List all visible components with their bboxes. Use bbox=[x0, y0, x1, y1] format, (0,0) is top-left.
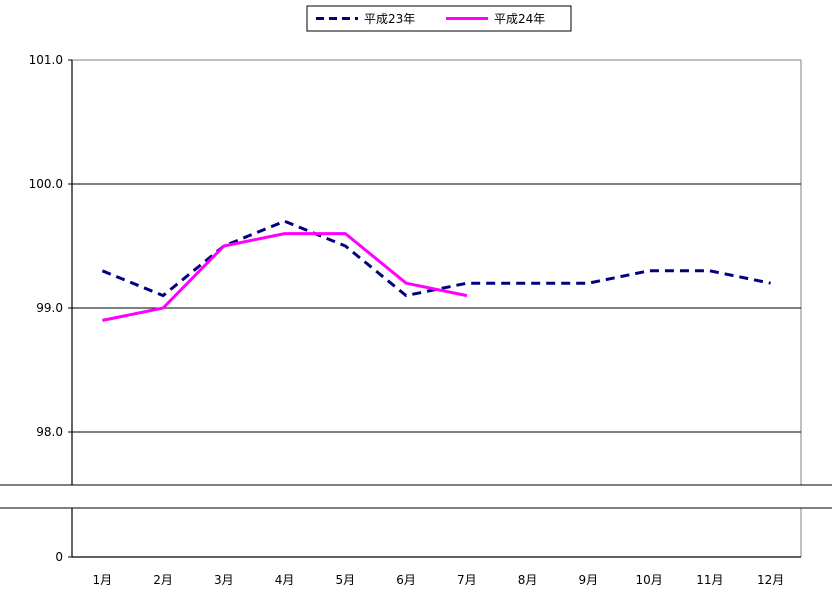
y-axis-tick-labels: 101.0 100.0 99.0 98.0 0 bbox=[29, 53, 72, 564]
x-tick-label: 9月 bbox=[579, 573, 599, 587]
x-tick-label: 3月 bbox=[214, 573, 234, 587]
x-tick-label: 5月 bbox=[336, 573, 356, 587]
x-tick-label: 6月 bbox=[396, 573, 416, 587]
y-tick-label: 98.0 bbox=[36, 425, 63, 439]
y-tick-label: 100.0 bbox=[29, 177, 63, 191]
x-tick-label: 11月 bbox=[696, 573, 723, 587]
legend-label-series-0: 平成23年 bbox=[364, 12, 415, 26]
x-tick-label: 10月 bbox=[635, 573, 662, 587]
legend-box bbox=[306, 5, 572, 32]
x-tick-label: 8月 bbox=[518, 573, 538, 587]
y-tick-label: 101.0 bbox=[29, 53, 63, 67]
legend-label-series-1: 平成24年 bbox=[494, 12, 545, 26]
gridlines bbox=[72, 183, 801, 433]
y-tick-label: 0 bbox=[55, 550, 63, 564]
x-tick-label: 12月 bbox=[757, 573, 784, 587]
x-tick-label: 7月 bbox=[457, 573, 477, 587]
legend: 平成23年 平成24年 bbox=[306, 5, 572, 32]
x-tick-label: 1月 bbox=[93, 573, 113, 587]
x-tick-label: 2月 bbox=[153, 573, 173, 587]
series-layer bbox=[101, 219, 771, 322]
x-axis-tick-labels: 1月 2月 3月 4月 5月 6月 7月 8月 9月 10月 11月 12月 bbox=[93, 573, 785, 587]
x-tick-label: 4月 bbox=[275, 573, 295, 587]
axis-break bbox=[0, 484, 832, 509]
y-tick-label: 99.0 bbox=[36, 301, 63, 315]
